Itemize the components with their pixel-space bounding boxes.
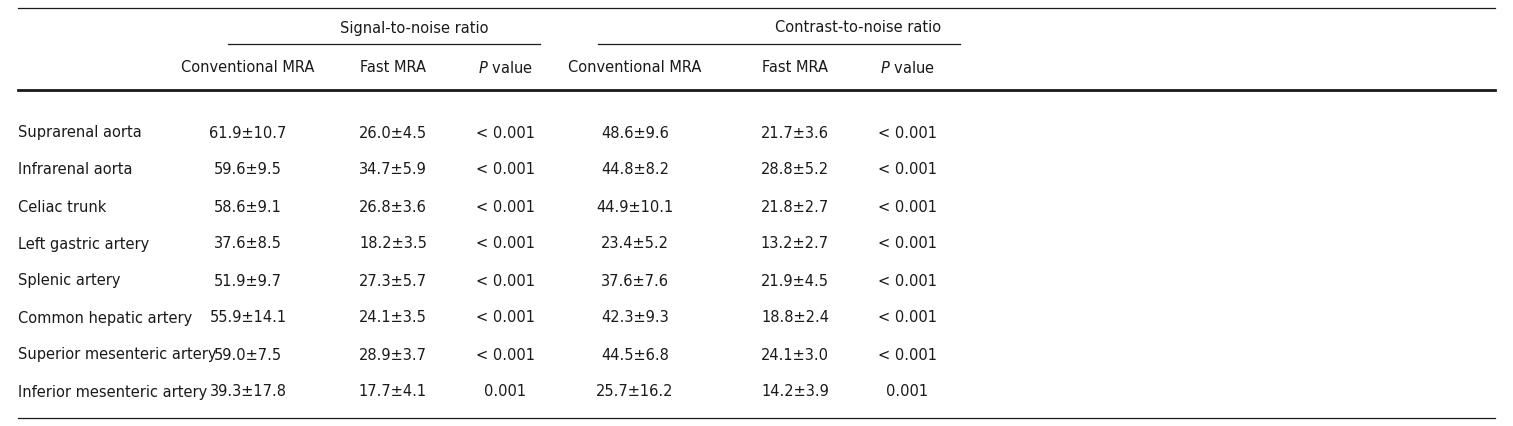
- Text: 34.7±5.9: 34.7±5.9: [359, 162, 427, 178]
- Text: < 0.001: < 0.001: [878, 273, 937, 288]
- Text: Left gastric artery: Left gastric artery: [18, 236, 150, 251]
- Text: 61.9±10.7: 61.9±10.7: [209, 126, 286, 141]
- Text: 37.6±8.5: 37.6±8.5: [213, 236, 281, 251]
- Text: 13.2±2.7: 13.2±2.7: [761, 236, 829, 251]
- Text: 21.8±2.7: 21.8±2.7: [761, 199, 829, 215]
- Text: Conventional MRA: Conventional MRA: [182, 60, 315, 75]
- Text: < 0.001: < 0.001: [878, 311, 937, 325]
- Text: < 0.001: < 0.001: [878, 236, 937, 251]
- Text: Inferior mesenteric artery: Inferior mesenteric artery: [18, 385, 207, 400]
- Text: 26.0±4.5: 26.0±4.5: [359, 126, 427, 141]
- Text: 28.9±3.7: 28.9±3.7: [359, 348, 427, 363]
- Text: < 0.001: < 0.001: [475, 199, 534, 215]
- Text: 21.9±4.5: 21.9±4.5: [761, 273, 829, 288]
- Text: < 0.001: < 0.001: [878, 348, 937, 363]
- Text: $\it{P}$ value: $\it{P}$ value: [879, 60, 935, 76]
- Text: 14.2±3.9: 14.2±3.9: [761, 385, 829, 400]
- Text: 58.6±9.1: 58.6±9.1: [213, 199, 281, 215]
- Text: 17.7±4.1: 17.7±4.1: [359, 385, 427, 400]
- Text: 23.4±5.2: 23.4±5.2: [601, 236, 669, 251]
- Text: 39.3±17.8: 39.3±17.8: [209, 385, 286, 400]
- Text: 25.7±16.2: 25.7±16.2: [596, 385, 673, 400]
- Text: < 0.001: < 0.001: [878, 126, 937, 141]
- Text: < 0.001: < 0.001: [475, 236, 534, 251]
- Text: < 0.001: < 0.001: [475, 126, 534, 141]
- Text: 28.8±5.2: 28.8±5.2: [761, 162, 829, 178]
- Text: 0.001: 0.001: [484, 385, 527, 400]
- Text: 55.9±14.1: 55.9±14.1: [209, 311, 286, 325]
- Text: Infrarenal aorta: Infrarenal aorta: [18, 162, 133, 178]
- Text: < 0.001: < 0.001: [475, 162, 534, 178]
- Text: 59.6±9.5: 59.6±9.5: [213, 162, 281, 178]
- Text: 44.5±6.8: 44.5±6.8: [601, 348, 669, 363]
- Text: 26.8±3.6: 26.8±3.6: [359, 199, 427, 215]
- Text: 24.1±3.0: 24.1±3.0: [761, 348, 829, 363]
- Text: 44.8±8.2: 44.8±8.2: [601, 162, 669, 178]
- Text: 27.3±5.7: 27.3±5.7: [359, 273, 427, 288]
- Text: 48.6±9.6: 48.6±9.6: [601, 126, 669, 141]
- Text: Fast MRA: Fast MRA: [763, 60, 828, 75]
- Text: 42.3±9.3: 42.3±9.3: [601, 311, 669, 325]
- Text: 0.001: 0.001: [887, 385, 927, 400]
- Text: 59.0±7.5: 59.0±7.5: [213, 348, 281, 363]
- Text: Signal-to-noise ratio: Signal-to-noise ratio: [340, 20, 489, 35]
- Text: 44.9±10.1: 44.9±10.1: [596, 199, 673, 215]
- Text: < 0.001: < 0.001: [475, 311, 534, 325]
- Text: 21.7±3.6: 21.7±3.6: [761, 126, 829, 141]
- Text: $\it{P}$ value: $\it{P}$ value: [478, 60, 533, 76]
- Text: Superior mesenteric artery: Superior mesenteric artery: [18, 348, 216, 363]
- Text: 37.6±7.6: 37.6±7.6: [601, 273, 669, 288]
- Text: 24.1±3.5: 24.1±3.5: [359, 311, 427, 325]
- Text: Celiac trunk: Celiac trunk: [18, 199, 106, 215]
- Text: Contrast-to-noise ratio: Contrast-to-noise ratio: [775, 20, 941, 35]
- Text: 18.8±2.4: 18.8±2.4: [761, 311, 829, 325]
- Text: Splenic artery: Splenic artery: [18, 273, 121, 288]
- Text: < 0.001: < 0.001: [878, 199, 937, 215]
- Text: Common hepatic artery: Common hepatic artery: [18, 311, 192, 325]
- Text: Conventional MRA: Conventional MRA: [569, 60, 702, 75]
- Text: < 0.001: < 0.001: [475, 348, 534, 363]
- Text: 18.2±3.5: 18.2±3.5: [359, 236, 427, 251]
- Text: < 0.001: < 0.001: [878, 162, 937, 178]
- Text: Fast MRA: Fast MRA: [360, 60, 427, 75]
- Text: 51.9±9.7: 51.9±9.7: [213, 273, 281, 288]
- Text: < 0.001: < 0.001: [475, 273, 534, 288]
- Text: Suprarenal aorta: Suprarenal aorta: [18, 126, 142, 141]
